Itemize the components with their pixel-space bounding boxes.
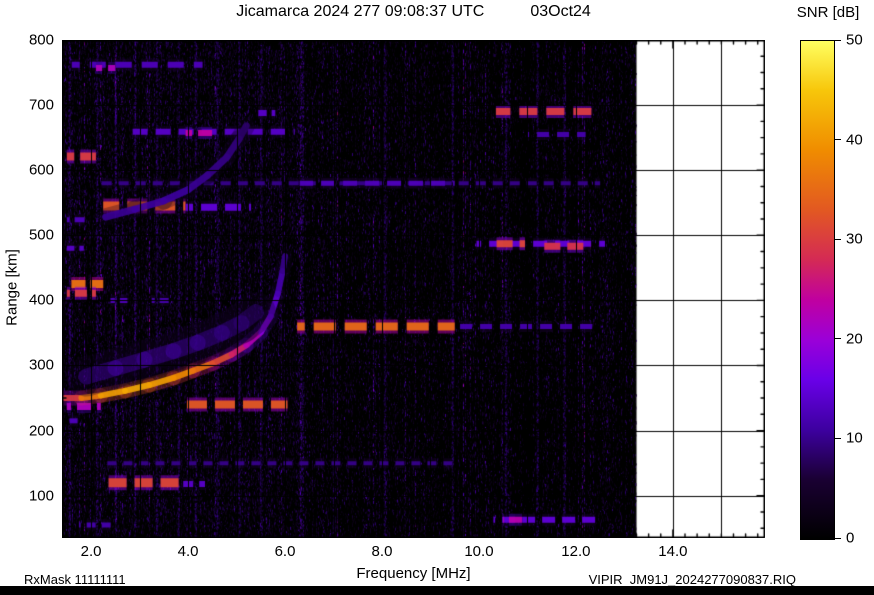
- colorbar-tick-label: 50: [846, 31, 863, 49]
- y-axis-label: Range [km]: [3, 249, 21, 326]
- y-tick-label: 200: [28, 422, 54, 440]
- y-tick-label: 600: [28, 161, 54, 179]
- x-tick-label: 2.0: [80, 543, 102, 560]
- plot-date: 03Oct24: [530, 3, 591, 20]
- colorbar-tick-mark: [835, 437, 841, 439]
- x-tick-label: 6.0: [274, 543, 296, 560]
- bottom-bar: [0, 586, 874, 595]
- title-row: Jicamarca 2024 277 09:08:37 UTC 03Oct24: [62, 3, 765, 21]
- colorbar-tick-mark: [835, 39, 841, 41]
- colorbar-tick-label: 40: [846, 131, 863, 149]
- x-tick-label: 12.0: [561, 543, 591, 560]
- y-tick-label: 500: [28, 226, 54, 244]
- colorbar-tick-label: 0: [846, 529, 855, 547]
- x-tick-label: 8.0: [371, 543, 393, 560]
- ionogram-canvas: [62, 40, 765, 538]
- colorbar-tick-label: 30: [846, 230, 863, 248]
- plot-title: Jicamarca 2024 277 09:08:37 UTC: [236, 3, 485, 20]
- y-tick-label: 300: [28, 356, 54, 374]
- x-tick-label: 4.0: [177, 543, 199, 560]
- x-tick-label: 14.0: [658, 543, 688, 560]
- colorbar-tick-mark: [835, 139, 841, 141]
- rxmask-label: RxMask 11111111: [24, 572, 126, 587]
- x-tick-label: 10.0: [464, 543, 494, 560]
- colorbar-tick-label: 20: [846, 330, 863, 348]
- y-tick-label: 800: [28, 31, 54, 49]
- filename-label: VIPIR JM91J_2024277090837.RIQ: [588, 572, 796, 587]
- colorbar-tick-mark: [835, 238, 841, 240]
- colorbar-title: SNR [dB]: [796, 4, 860, 21]
- y-tick-label: 100: [28, 487, 54, 505]
- y-tick-label: 700: [28, 96, 54, 114]
- colorbar-tick-mark: [835, 537, 841, 539]
- x-axis-label: Frequency [MHz]: [356, 565, 471, 582]
- colorbar-tick-label: 10: [846, 429, 863, 447]
- colorbar: [800, 40, 835, 540]
- colorbar-tick-mark: [835, 338, 841, 340]
- y-tick-label: 400: [28, 291, 54, 309]
